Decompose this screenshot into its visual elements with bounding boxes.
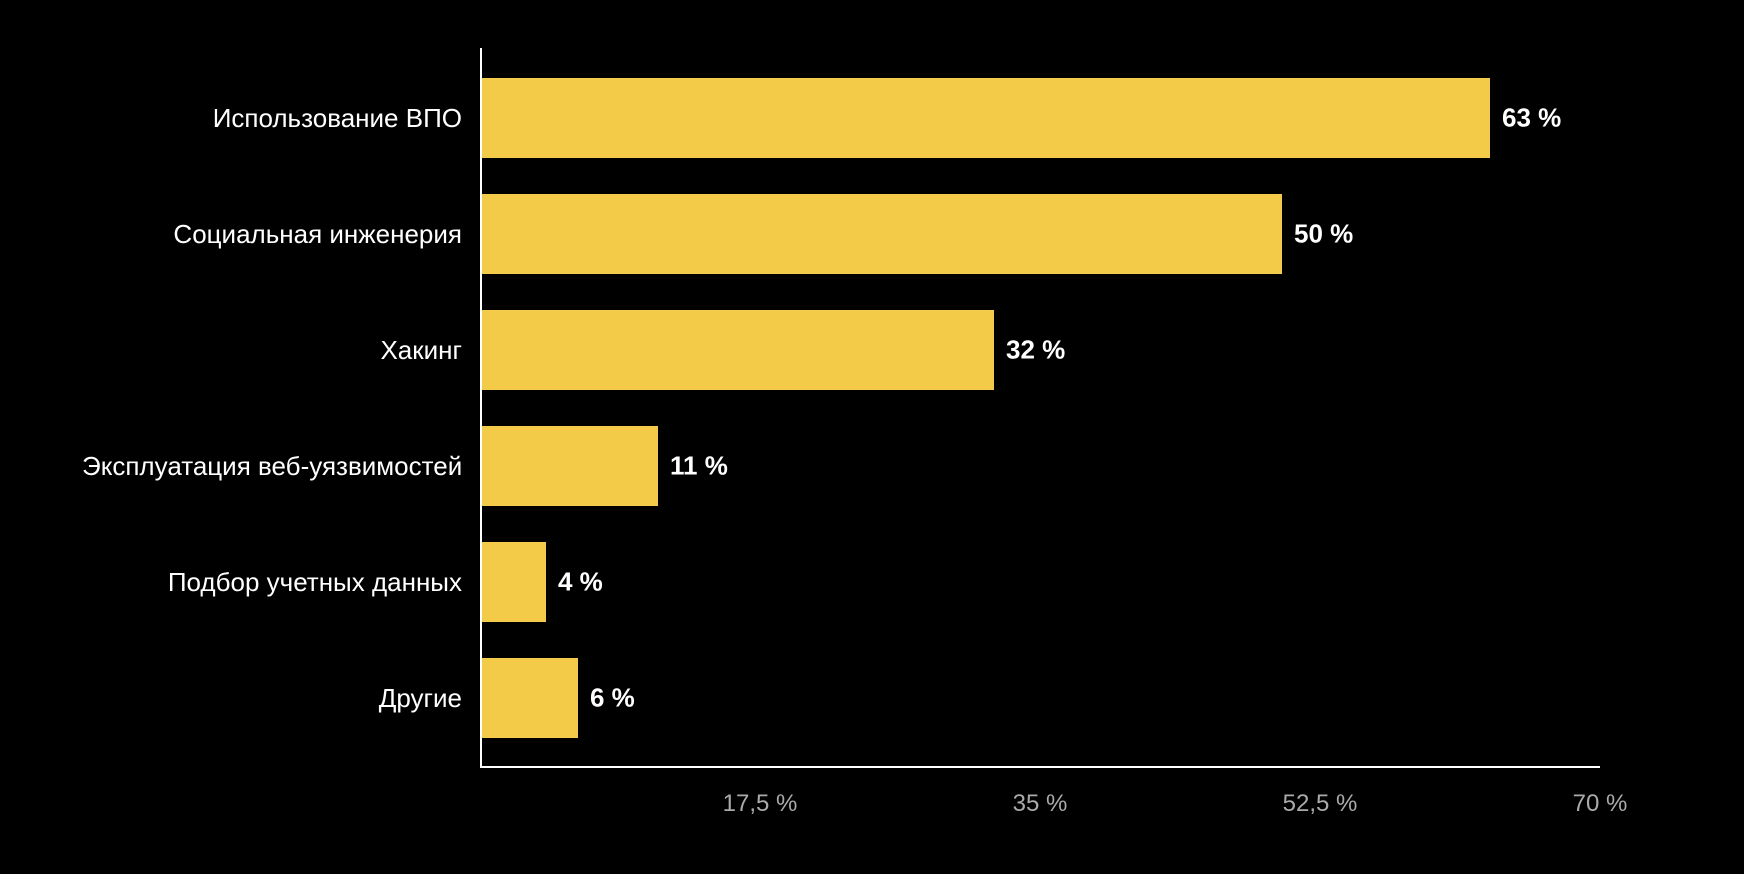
value-label: 11 % xyxy=(670,451,728,482)
category-label: Другие xyxy=(82,683,462,714)
bar-row: Другие 6 % xyxy=(80,640,1600,756)
bar xyxy=(482,194,1282,274)
category-label: Использование ВПО xyxy=(82,103,462,134)
bar xyxy=(482,78,1490,158)
value-label: 63 % xyxy=(1502,103,1561,134)
bar xyxy=(482,542,546,622)
x-tick-label: 70 % xyxy=(1573,790,1628,818)
bar-chart: Использование ВПО 63 % Социальная инженери… xyxy=(80,48,1660,828)
bar-row: Социальная инженерия 50 % xyxy=(80,176,1600,292)
x-tick-label: 52,5 % xyxy=(1283,790,1358,818)
bar xyxy=(482,310,994,390)
category-label: Подбор учетных данных xyxy=(82,567,462,598)
bar-row: Эксплуатация веб-уязвимостей 11 % xyxy=(80,408,1600,524)
bar xyxy=(482,426,658,506)
x-tick-label: 35 % xyxy=(1013,790,1068,818)
value-label: 32 % xyxy=(1006,335,1065,366)
bar-row: Использование ВПО 63 % xyxy=(80,60,1600,176)
category-label: Хакинг xyxy=(82,335,462,366)
bar-row: Подбор учетных данных 4 % xyxy=(80,524,1600,640)
value-label: 6 % xyxy=(590,683,635,714)
category-label: Эксплуатация веб-уязвимостей xyxy=(82,451,462,482)
x-axis: 17,5 %35 %52,5 %70 % xyxy=(480,770,1600,820)
category-label: Социальная инженерия xyxy=(82,219,462,250)
value-label: 4 % xyxy=(558,567,603,598)
x-tick-label: 17,5 % xyxy=(723,790,798,818)
value-label: 50 % xyxy=(1294,219,1353,250)
bar-row: Хакинг 32 % xyxy=(80,292,1600,408)
bar xyxy=(482,658,578,738)
